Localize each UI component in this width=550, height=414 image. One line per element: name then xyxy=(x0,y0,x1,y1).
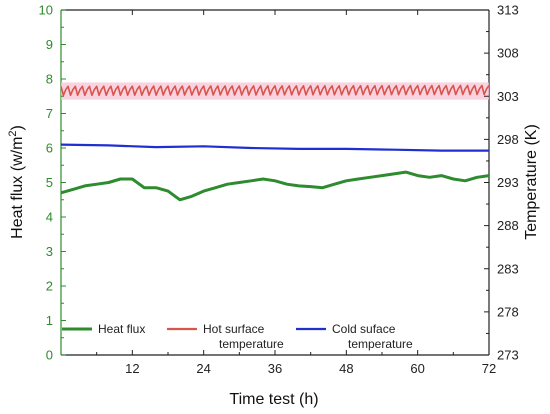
series-layer xyxy=(60,84,490,202)
x-axis-title: Time test (h) xyxy=(229,391,318,408)
y-left-tick-label: 10 xyxy=(39,3,53,18)
y-left-tick-label: 8 xyxy=(46,72,53,87)
hot-surface-line xyxy=(60,84,490,97)
y-left-tick-label: 5 xyxy=(46,175,53,190)
y-right-tick-label: 283 xyxy=(497,261,519,276)
y-left-tick-label: 4 xyxy=(46,210,53,225)
x-tick-label: 72 xyxy=(482,361,496,376)
y-left-tick-label: 2 xyxy=(46,279,53,294)
x-tick-label: 60 xyxy=(410,361,424,376)
y-right-axis-title: Temperature (K) xyxy=(523,124,540,240)
y-left-tick-label: 9 xyxy=(46,37,53,52)
y-right-tick-label: 293 xyxy=(497,175,519,190)
y-right-tick-label: 298 xyxy=(497,132,519,147)
x-tick-label: 24 xyxy=(196,361,210,376)
x-tick-label: 12 xyxy=(125,361,139,376)
legend-label: Heat flux xyxy=(98,322,145,336)
legend-label: temperature xyxy=(219,337,284,351)
legend-label: Hot surface xyxy=(203,322,265,336)
y-right-tick-label: 288 xyxy=(497,218,519,233)
y-right-tick-label: 303 xyxy=(497,89,519,104)
ticks-layer: 0123456789102732782832882932983033083131… xyxy=(39,3,519,377)
y-right-tick-label: 313 xyxy=(497,3,519,18)
legend-label: Cold suface xyxy=(332,322,396,336)
y-left-axis-title: Heat flux (w/m2) xyxy=(7,125,26,239)
legend-item-heat-flux: Heat flux xyxy=(62,322,145,336)
y-right-tick-label: 273 xyxy=(497,348,519,363)
y-right-tick-label: 278 xyxy=(497,304,519,319)
y-left-tick-label: 1 xyxy=(46,313,53,328)
plot-frame xyxy=(60,9,490,356)
y-right-tick-label: 308 xyxy=(497,46,519,61)
x-tick-label: 36 xyxy=(268,361,282,376)
y-left-tick-label: 3 xyxy=(46,244,53,259)
heat-flux-line xyxy=(60,170,490,202)
y-left-tick-label: 7 xyxy=(46,106,53,121)
y-left-tick-label: 6 xyxy=(46,141,53,156)
x-tick-label: 48 xyxy=(339,361,353,376)
cold-surface-line xyxy=(60,143,489,152)
y-left-tick-label: 0 xyxy=(46,348,53,363)
legend-label: temperature xyxy=(348,337,413,351)
